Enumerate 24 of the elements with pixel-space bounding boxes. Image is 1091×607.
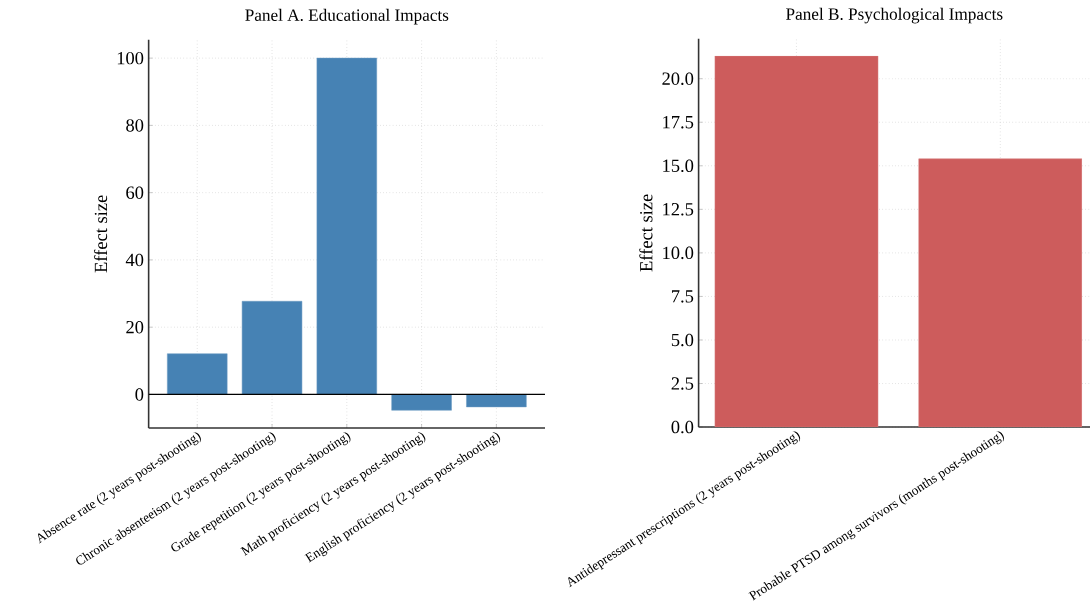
y-tick-label: 20 bbox=[126, 320, 144, 334]
y-axis-title: Effect size bbox=[93, 195, 108, 273]
y-tick-label: 40 bbox=[125, 253, 144, 266]
y-tick-label: 12.5 bbox=[663, 202, 694, 216]
y-tick-label: 100 bbox=[117, 51, 144, 65]
y-tick-label: 2.5 bbox=[671, 377, 694, 390]
y-tick-label: 0.0 bbox=[671, 420, 694, 434]
y-tick-label: 5.0 bbox=[671, 333, 694, 347]
bar bbox=[167, 353, 228, 395]
chart-title: Panel A. Educational Impacts bbox=[245, 8, 449, 25]
y-tick-label: 15.0 bbox=[663, 159, 694, 172]
bar bbox=[241, 300, 303, 395]
y-axis-title: Effect size bbox=[639, 194, 653, 272]
y-tick-label: 7.5 bbox=[672, 290, 694, 303]
y-tick-label: 10.0 bbox=[663, 246, 694, 259]
bar bbox=[466, 393, 527, 407]
y-tick-label: 20.0 bbox=[662, 72, 694, 85]
y-tick-label: 60 bbox=[126, 186, 144, 199]
y-tick-label: 80 bbox=[126, 118, 144, 132]
bar bbox=[391, 393, 452, 411]
y-tick-label: 17.5 bbox=[663, 115, 694, 129]
y-tick-label: 0 bbox=[135, 387, 144, 401]
bar bbox=[316, 57, 377, 395]
chart-title: Panel B. Psychological Impacts bbox=[786, 7, 1003, 24]
